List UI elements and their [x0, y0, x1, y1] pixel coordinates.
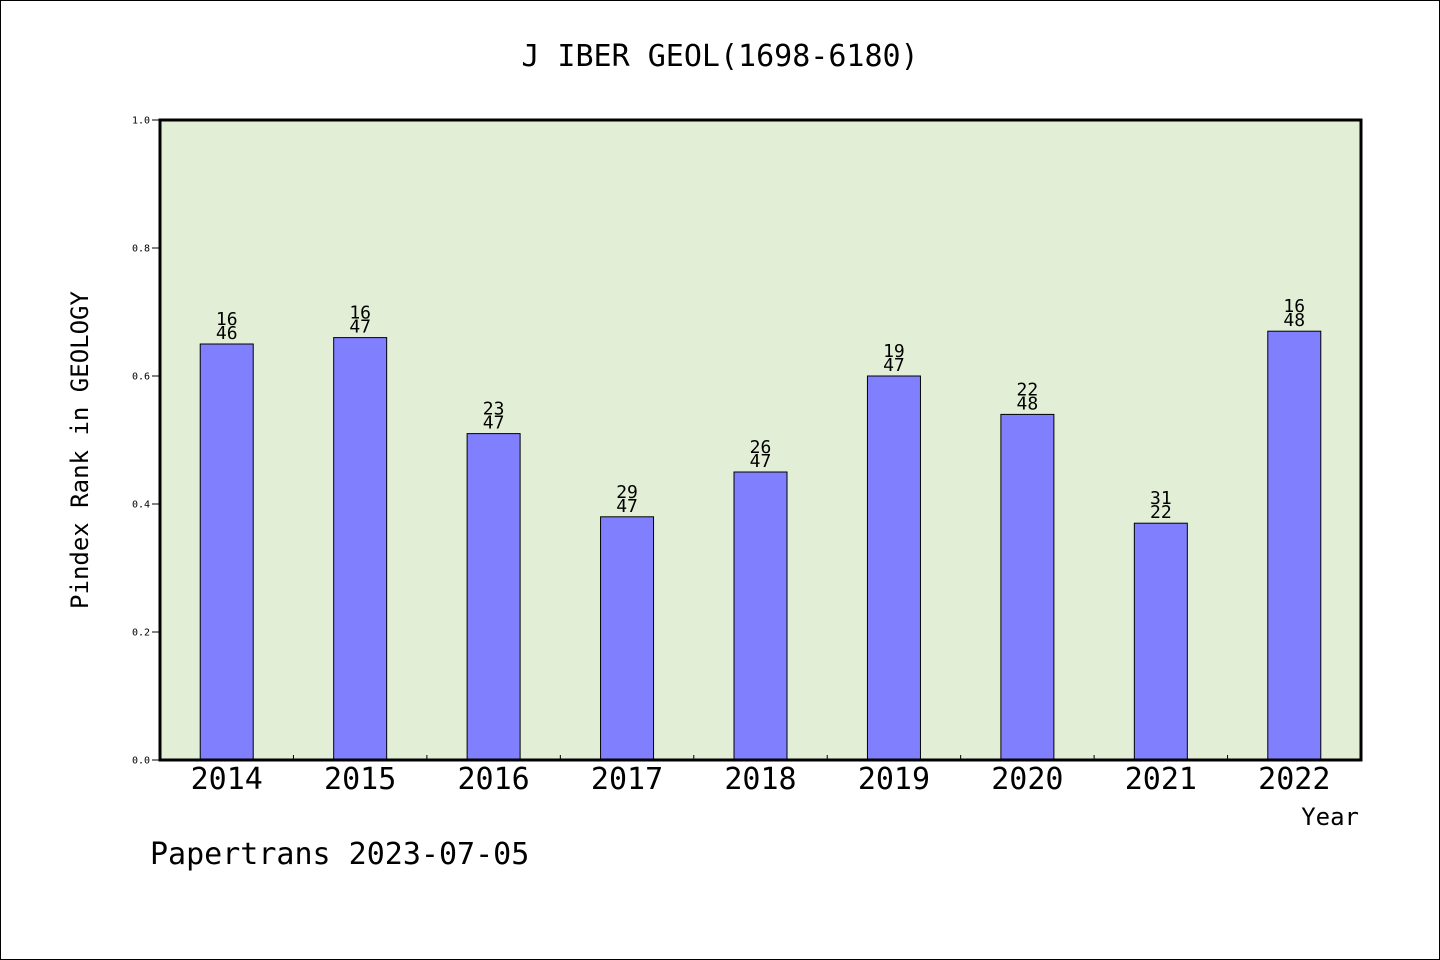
bar — [466, 433, 521, 761]
bar-rank-label: 16 — [1283, 296, 1305, 317]
chart-title: J IBER GEOL(1698-6180) — [521, 39, 918, 74]
x-tick-label: 2019 — [858, 762, 930, 797]
y-axis-title: Pindex Rank in GEOLOGY — [66, 291, 94, 609]
bar — [866, 375, 921, 761]
y-axis: 0.0 0.2 0.4 0.6 0.8 1.0 — [132, 116, 160, 767]
bar-rank-label: 26 — [750, 437, 772, 458]
x-tick-label: 2022 — [1258, 762, 1330, 797]
bar — [733, 471, 788, 761]
x-axis: 2014 2015 2016 2017 2018 2019 2020 2021 2022 — [191, 755, 1330, 797]
x-tick-label: 2021 — [1125, 762, 1197, 797]
bar-total-label: 47 — [483, 413, 505, 434]
plot-border — [158, 118, 1363, 762]
x-tick-label: 2015 — [324, 762, 396, 797]
bars-group — [199, 330, 1322, 761]
bar — [1267, 330, 1322, 761]
bar-total-label: 47 — [883, 355, 905, 376]
bar-rank-label: 31 — [1150, 488, 1172, 509]
bar — [199, 343, 254, 761]
bar-rank-label: 22 — [1017, 379, 1039, 400]
bar — [1133, 522, 1188, 761]
bar-total-label: 48 — [1017, 393, 1039, 414]
bar-rank-label: 29 — [616, 482, 638, 503]
bar-rank-label: 16 — [349, 303, 371, 324]
bar-rank-label: 23 — [483, 399, 505, 420]
x-tick-label: 2017 — [591, 762, 663, 797]
y-tick-label: 0.6 — [132, 372, 150, 383]
footer-text: Papertrans 2023-07-05 — [150, 837, 529, 872]
bar — [1000, 413, 1055, 761]
bar-rank-label: 19 — [883, 341, 905, 362]
bar — [333, 337, 388, 761]
x-axis-title: Year — [1301, 803, 1359, 831]
x-tick-label: 2016 — [457, 762, 529, 797]
y-tick-label: 0.4 — [132, 500, 150, 511]
x-tick-label: 2014 — [191, 762, 263, 797]
bar-total-label: 47 — [750, 451, 772, 472]
bar-total-label: 48 — [1283, 310, 1305, 331]
bar — [600, 516, 655, 761]
y-tick-label: 0.8 — [132, 244, 150, 255]
bar-rank-label: 16 — [216, 309, 238, 330]
bar-total-label: 47 — [616, 496, 638, 517]
bar-total-label: 22 — [1150, 502, 1172, 523]
bar-total-label: 47 — [349, 317, 371, 338]
y-tick-label: 0.2 — [132, 628, 150, 639]
x-tick-label: 2020 — [991, 762, 1063, 797]
x-tick-label: 2018 — [724, 762, 796, 797]
y-tick-label: 0.0 — [132, 756, 150, 767]
bar-total-label: 46 — [216, 323, 238, 344]
y-tick-label: 1.0 — [132, 116, 150, 127]
